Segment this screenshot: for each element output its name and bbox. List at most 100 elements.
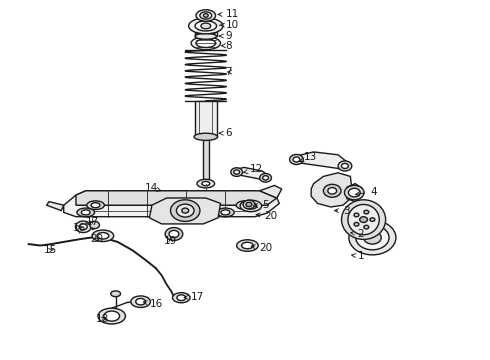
Circle shape [182,208,189,213]
Text: 16: 16 [73,222,86,233]
Circle shape [293,157,300,162]
Ellipse shape [202,181,210,186]
Ellipse shape [91,203,100,208]
Polygon shape [294,152,348,169]
Polygon shape [234,167,269,180]
Ellipse shape [242,242,253,249]
Text: 14: 14 [145,183,161,193]
Ellipse shape [81,210,90,215]
Ellipse shape [77,208,95,217]
Circle shape [171,200,200,221]
Ellipse shape [136,298,146,305]
Ellipse shape [92,230,114,242]
Circle shape [234,170,240,174]
Circle shape [354,222,359,226]
Polygon shape [347,184,362,202]
Ellipse shape [196,39,216,48]
Text: 9: 9 [220,31,232,41]
Ellipse shape [240,200,262,212]
Circle shape [263,176,269,180]
Ellipse shape [87,201,104,210]
Text: 3: 3 [335,206,350,216]
Text: 12: 12 [244,164,263,174]
Ellipse shape [189,18,223,34]
Circle shape [260,174,271,182]
Circle shape [370,218,375,221]
Ellipse shape [356,225,389,250]
Ellipse shape [97,233,109,239]
Text: 17: 17 [86,217,99,228]
Polygon shape [47,202,64,211]
Ellipse shape [195,33,217,39]
Circle shape [243,200,255,209]
Circle shape [246,202,252,207]
Text: 6: 6 [220,128,232,138]
Ellipse shape [201,23,211,29]
Ellipse shape [197,179,215,188]
Ellipse shape [177,295,186,301]
Ellipse shape [245,203,257,209]
Ellipse shape [200,12,212,19]
Ellipse shape [195,21,217,31]
Ellipse shape [342,200,386,239]
Ellipse shape [98,308,125,324]
Ellipse shape [349,220,396,255]
Ellipse shape [221,210,230,215]
Ellipse shape [237,240,258,251]
Circle shape [364,225,369,229]
Text: 20: 20 [251,243,273,253]
Ellipse shape [194,133,218,140]
Circle shape [75,221,91,233]
Circle shape [79,224,87,230]
Circle shape [348,188,360,197]
Polygon shape [311,173,352,207]
Text: 11: 11 [218,9,239,19]
Ellipse shape [217,208,234,217]
Polygon shape [149,198,220,224]
Circle shape [360,217,368,222]
Ellipse shape [241,203,249,208]
Text: 16: 16 [144,299,163,309]
Text: 17: 17 [184,292,204,302]
Ellipse shape [172,293,190,303]
Text: 7: 7 [225,67,232,77]
Circle shape [338,161,352,171]
Circle shape [323,184,341,197]
Text: 19: 19 [164,236,177,246]
Circle shape [344,185,364,200]
Circle shape [169,230,179,238]
Polygon shape [260,185,282,198]
Bar [195,101,217,137]
Circle shape [203,14,208,17]
Polygon shape [64,191,279,217]
Text: 10: 10 [220,20,239,30]
Text: 5: 5 [254,200,269,210]
Ellipse shape [111,291,121,297]
Text: 20: 20 [91,234,104,244]
Bar [203,137,209,184]
Circle shape [364,210,369,214]
Ellipse shape [104,311,120,321]
Circle shape [90,221,99,229]
Polygon shape [76,191,277,205]
Text: 13: 13 [300,152,317,162]
Text: 2: 2 [351,229,365,239]
Text: 18: 18 [96,314,109,324]
Circle shape [328,188,337,194]
Circle shape [176,204,194,217]
Ellipse shape [348,204,379,235]
Ellipse shape [191,37,220,50]
Text: 4: 4 [356,186,377,197]
Circle shape [342,163,348,168]
Ellipse shape [364,231,381,244]
Text: 15: 15 [44,245,57,255]
Text: 8: 8 [221,41,232,51]
Circle shape [165,228,183,240]
Ellipse shape [195,29,217,35]
Ellipse shape [236,201,254,210]
Circle shape [231,168,243,176]
Text: 1: 1 [352,251,365,261]
Circle shape [354,213,359,217]
Ellipse shape [131,296,150,307]
Text: 20: 20 [256,211,278,221]
